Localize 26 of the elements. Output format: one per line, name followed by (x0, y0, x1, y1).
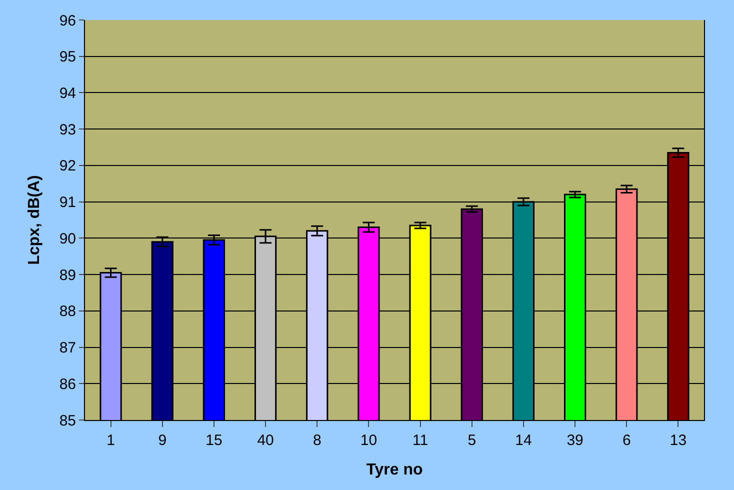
x-tick-label: 8 (312, 432, 322, 449)
x-tick-label: 13 (670, 432, 687, 449)
y-tick-label: 94 (59, 84, 76, 102)
x-tick-label: 40 (257, 432, 274, 449)
y-tick-label: 93 (59, 121, 76, 138)
y-tick-label: 96 (59, 12, 76, 30)
x-tick-label: 14 (515, 432, 532, 449)
y-tick-label: 85 (59, 412, 76, 430)
x-tick-label: 1 (106, 432, 115, 449)
y-tick-label: 88 (59, 303, 76, 320)
x-tick-label: 11 (412, 432, 428, 449)
x-tick-label: 6 (622, 432, 631, 449)
y-tick-label: 90 (59, 230, 76, 248)
x-tick-label: 5 (468, 432, 476, 449)
y-tick-label: 95 (59, 48, 76, 66)
x-tick-label: 9 (158, 432, 167, 449)
y-tick-label: 86 (59, 376, 76, 393)
y-tick-label: 91 (59, 194, 76, 212)
y-tick-label: 87 (59, 340, 76, 357)
y-tick-label: 92 (59, 158, 76, 175)
x-tick-label: 15 (206, 432, 222, 449)
x-axis-title: Tyre no (366, 462, 424, 479)
x-tick-label: 39 (566, 432, 584, 449)
y-axis-title: Lcpx, dB(A) (26, 175, 44, 265)
y-tick-label: 89 (59, 266, 76, 284)
x-tick-label: 10 (360, 432, 378, 449)
